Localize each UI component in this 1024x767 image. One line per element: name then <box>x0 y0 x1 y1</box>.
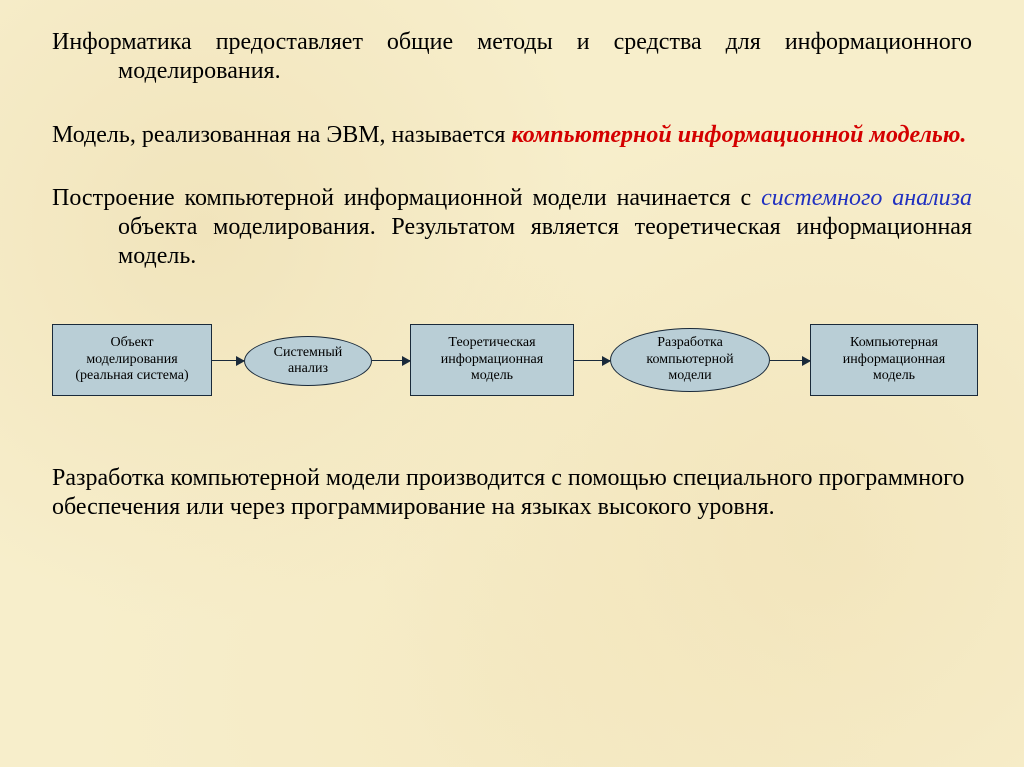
flow-node-label: Объектмоделирования(реальная система) <box>75 335 188 383</box>
paragraph-4: Разработка компьютерной модели производи… <box>52 464 972 523</box>
flow-node-n2: Системныйанализ <box>244 336 372 386</box>
slide-page: Информатика предоставляет общие методы и… <box>0 0 1024 767</box>
paragraph-3-text-c: объекта моделирования. Результатом являе… <box>118 214 972 269</box>
flow-arrow-n2-n3 <box>372 360 410 361</box>
paragraph-3-text-a: Построение компьютерной информационной м… <box>52 185 761 211</box>
flow-node-label: Компьютернаяинформационнаямодель <box>843 335 945 383</box>
flow-arrow-n4-n5 <box>770 360 810 361</box>
paragraph-2: Модель, реализованная на ЭВМ, называется… <box>52 121 972 150</box>
flow-node-n4: Разработкакомпьютерноймодели <box>610 328 770 392</box>
flow-node-n3: Теоретическаяинформационнаямодель <box>410 324 574 396</box>
flow-node-label: Разработкакомпьютерноймодели <box>646 335 733 383</box>
flow-node-label: Системныйанализ <box>274 345 343 377</box>
paragraph-2-emph: компьютерной информационной моделью. <box>511 122 966 148</box>
flow-node-label: Теоретическаяинформационнаямодель <box>441 335 543 383</box>
flow-arrow-n3-n4 <box>574 360 610 361</box>
paragraph-3-emph: системного анализа <box>761 185 972 211</box>
flow-arrow-n1-n2 <box>212 360 244 361</box>
paragraph-3: Построение компьютерной информационной м… <box>52 184 972 272</box>
paragraph-2-text-a: Модель, реализованная на ЭВМ, называется <box>52 122 511 148</box>
paragraph-1: Информатика предоставляет общие методы и… <box>52 28 972 87</box>
flow-node-n5: Компьютернаяинформационнаямодель <box>810 324 978 396</box>
flow-node-n1: Объектмоделирования(реальная система) <box>52 324 212 396</box>
flowchart: Объектмоделирования(реальная система) Сис… <box>52 306 992 416</box>
